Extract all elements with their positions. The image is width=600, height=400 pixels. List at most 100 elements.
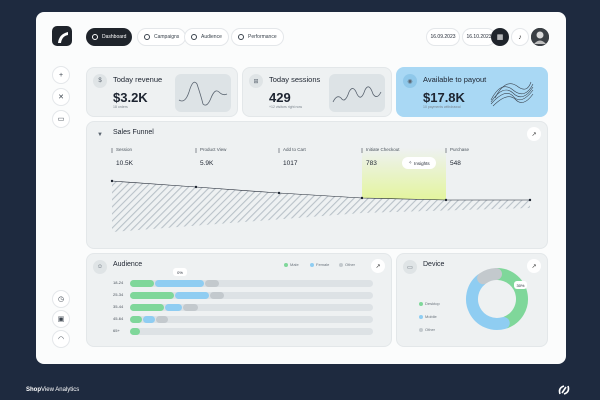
avatar[interactable]: [531, 28, 549, 46]
performance-icon: [238, 34, 244, 40]
legend-dot: [284, 262, 288, 267]
audience-bar-male[interactable]: [130, 316, 143, 323]
notifications-button[interactable]: ♪: [511, 28, 529, 46]
date-from-label: 16.09.2023: [430, 34, 456, 40]
cart-icon: ⊞: [249, 74, 263, 88]
device-tooltip: 30%: [514, 281, 527, 289]
tab-dashboard[interactable]: Dashboard: [86, 28, 133, 46]
audience-bar-female[interactable]: [155, 280, 204, 287]
expand-audience-button[interactable]: ↗: [371, 259, 385, 273]
legend-dot: [339, 262, 343, 267]
bell-icon: ♪: [518, 33, 522, 41]
legend-other: Other: [339, 262, 355, 267]
headset-icon: ◠: [57, 336, 65, 343]
arrow-up-right-icon: ↗: [531, 263, 537, 270]
device-donut-chart: [466, 268, 528, 330]
device-slice-desktop[interactable]: [491, 268, 528, 329]
audience-bar-female[interactable]: [165, 304, 183, 311]
audience-row-track: [130, 280, 373, 287]
arrow-up-right-icon: ↗: [375, 263, 381, 270]
save-icon: ▣: [57, 316, 65, 323]
audience-row-label: 25-34: [113, 292, 124, 297]
brand-name: ShopView Analytics: [26, 387, 79, 393]
shuffle-button[interactable]: ✕: [52, 88, 70, 106]
audience-bar-female[interactable]: [174, 292, 209, 299]
funnel-point: [110, 179, 114, 183]
audience-bar-male[interactable]: [130, 280, 155, 287]
user-avatar-icon: [531, 28, 549, 46]
tab-label: Performance: [248, 34, 277, 40]
audience-bar-other[interactable]: [204, 280, 220, 287]
audience-bar-male[interactable]: [130, 328, 140, 335]
funnel-stage-value: 548: [450, 160, 461, 167]
card-value: $3.2K: [113, 90, 148, 105]
funnel-line: [111, 180, 530, 201]
filter-icon: ▼: [97, 132, 103, 138]
save-button[interactable]: ▣: [52, 310, 70, 328]
inbox-button[interactable]: ▭: [52, 110, 70, 128]
audience-title: Audience: [113, 261, 143, 268]
shuffle-icon: ✕: [58, 94, 64, 101]
legend-dot: [419, 327, 423, 332]
audience-bar-male[interactable]: [130, 292, 174, 299]
funnel-point: [360, 196, 364, 200]
audience-row-track: [130, 304, 373, 311]
campaigns-icon: [144, 34, 150, 40]
card-title: Today revenue: [113, 75, 163, 84]
brand-bold: Shop: [26, 387, 41, 393]
funnel-point: [194, 185, 198, 189]
legend-label: Female: [316, 262, 330, 267]
legend-male: Male: [284, 262, 299, 267]
tab-label: Campaigns: [154, 34, 180, 40]
audience-bar-female[interactable]: [143, 316, 156, 323]
date-from[interactable]: 16.09.2023: [426, 28, 460, 46]
tab-audience[interactable]: Audience: [184, 28, 229, 46]
audience-bar-other[interactable]: [156, 316, 169, 323]
plus-icon: +: [58, 71, 64, 79]
sessions-sparkline: [329, 74, 385, 112]
device-icon: ▭: [403, 260, 417, 274]
audience-bar-male[interactable]: [130, 304, 165, 311]
add-button[interactable]: +: [52, 66, 70, 84]
expand-funnel-button[interactable]: ↗: [527, 127, 541, 141]
legend-label: Other: [425, 327, 436, 332]
legend-other-device: Other: [419, 327, 435, 332]
legend-female: Female: [310, 262, 329, 267]
funnel-stage-label: Session: [116, 147, 133, 152]
tab-label: Audience: [201, 34, 222, 40]
history-button[interactable]: ◷: [52, 290, 70, 308]
funnel-stage-label: Initiate Checkout: [366, 147, 400, 152]
insights-button[interactable]: ✧ Insights: [402, 157, 436, 169]
calendar-icon: ▦: [496, 34, 504, 41]
audience-icon: ☺: [93, 260, 107, 274]
device-slice-other[interactable]: [477, 268, 503, 285]
tooltip-label: 30%: [516, 282, 525, 288]
device-slice-mobile[interactable]: [466, 273, 510, 330]
legend-desktop: Desktop: [419, 301, 440, 306]
inbox-icon: ▭: [57, 116, 65, 123]
audience-row-track: [130, 292, 373, 299]
dollar-icon: $: [93, 74, 107, 88]
audience-bar-other[interactable]: [183, 304, 198, 311]
legend-mobile: Mobile: [419, 314, 437, 319]
sessions-card: ⊞ Today sessions 429 +12 visitors right …: [242, 67, 392, 117]
clock-icon: ◷: [57, 296, 65, 303]
card-subtext: 10 payments withdrawal: [423, 105, 461, 109]
wallet-icon: ◉: [403, 74, 417, 88]
dashboard-icon: [92, 34, 98, 40]
funnel-stage-label: Add to Cart: [283, 147, 306, 152]
tab-performance[interactable]: Performance: [231, 28, 284, 46]
funnel-point: [444, 198, 448, 202]
audience-tooltip: 0%: [173, 268, 187, 276]
card-title: Available to payout: [423, 75, 487, 84]
support-button[interactable]: ◠: [52, 330, 70, 348]
sparkle-icon: ✧: [408, 160, 413, 165]
legend-label: Mobile: [425, 314, 437, 319]
audience-row-label: 18-24: [113, 280, 124, 285]
tooltip-label: 0%: [177, 269, 183, 275]
funnel-stage-value: 5.9K: [200, 160, 214, 167]
calendar-button[interactable]: ▦: [491, 28, 509, 46]
expand-device-button[interactable]: ↗: [527, 259, 541, 273]
audience-bar-other[interactable]: [209, 292, 225, 299]
card-value: $17.8K: [423, 90, 465, 105]
